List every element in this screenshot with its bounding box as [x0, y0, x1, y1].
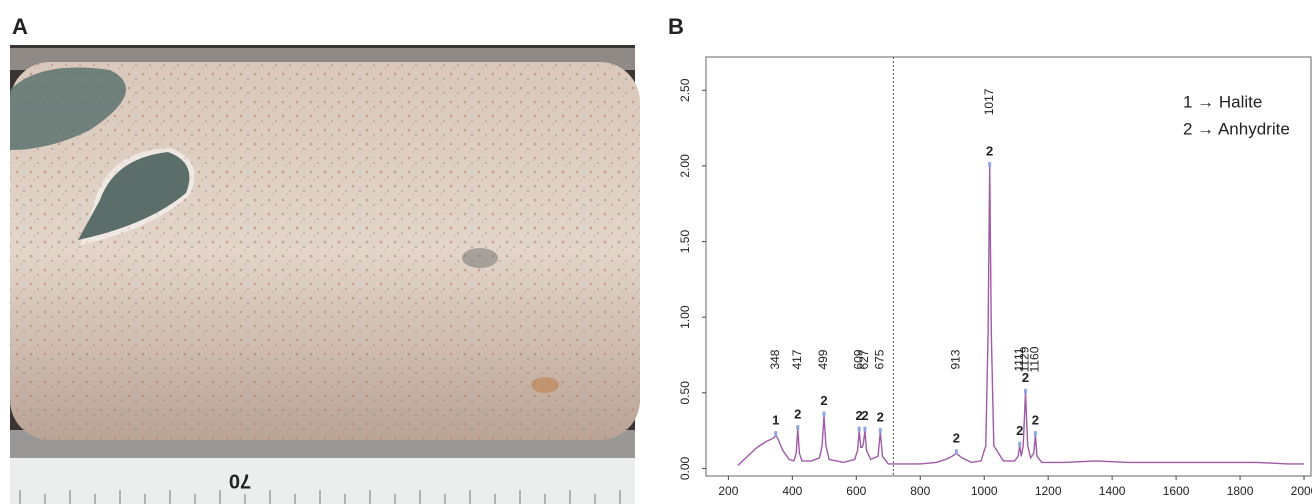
peak-marker [796, 425, 800, 431]
peak-wavenumber: 627 [857, 349, 871, 369]
peak-wavenumber: 417 [790, 349, 804, 369]
peak-marker [878, 428, 882, 434]
x-tick-label: 200 [718, 484, 738, 498]
peak-assignment: 2 [1022, 370, 1029, 385]
x-tick-label: 1800 [1227, 484, 1254, 498]
peak-marker [1023, 388, 1027, 394]
spectrum-line [737, 165, 1304, 466]
peak-assignment: 2 [794, 407, 801, 422]
peak-wavenumber: 499 [816, 349, 830, 369]
peak-assignment: 2 [820, 393, 827, 408]
peak-assignment: 2 [1032, 413, 1039, 428]
peak-assignment: 2 [986, 143, 993, 158]
peak-marker [857, 426, 861, 432]
peak-wavenumber: 1160 [1028, 346, 1042, 372]
legend-entry: 1 → Halite [1183, 92, 1262, 111]
y-tick-label: 2.00 [678, 154, 692, 178]
peak-wavenumber: 913 [949, 349, 963, 369]
peak-marker [774, 431, 778, 437]
peak-wavenumber: 609 [851, 349, 865, 369]
ruler-label: 70 [229, 470, 251, 492]
x-tick-label: 600 [846, 484, 866, 498]
y-tick-label: 0.00 [678, 456, 692, 480]
panel-label: A [12, 14, 28, 39]
peak-assignment: 2 [877, 410, 884, 425]
y-tick-label: 1.00 [678, 305, 692, 329]
peak-assignment: 1 [772, 413, 779, 428]
x-tick-label: 1600 [1163, 484, 1190, 498]
peak-wavenumber: 1017 [982, 88, 996, 115]
x-tick-label: 800 [910, 484, 930, 498]
core-photo: 70 [10, 45, 640, 504]
y-tick-label: 0.50 [678, 381, 692, 405]
peak-wavenumber: 348 [768, 349, 782, 369]
peak-wavenumber: 675 [872, 349, 886, 369]
x-tick-label: 1200 [1035, 484, 1062, 498]
panel-label: B [668, 14, 684, 39]
peak-assignment: 2 [1016, 423, 1023, 438]
y-tick-label: 1.50 [678, 230, 692, 254]
peak-assignment: 2 [856, 408, 863, 423]
peak-marker [954, 449, 958, 455]
x-tick-label: 400 [782, 484, 802, 498]
plot-frame [705, 56, 1312, 477]
peak-marker [1018, 441, 1022, 447]
peak-marker [822, 411, 826, 417]
peak-wavenumber: 1111 [1012, 347, 1026, 371]
peak-wavenumber: 1129 [1018, 346, 1032, 372]
x-tick-label: 1400 [1099, 484, 1126, 498]
legend-entry: 2 → Anhydrite [1183, 119, 1290, 138]
peak-assignment: 2 [953, 431, 960, 446]
peak-marker [1033, 431, 1037, 437]
x-tick-label: 1000 [971, 484, 998, 498]
peak-marker [863, 426, 867, 432]
peak-assignment: 2 [861, 408, 868, 423]
y-tick-label: 2.50 [678, 78, 692, 102]
peak-marker [988, 161, 992, 167]
